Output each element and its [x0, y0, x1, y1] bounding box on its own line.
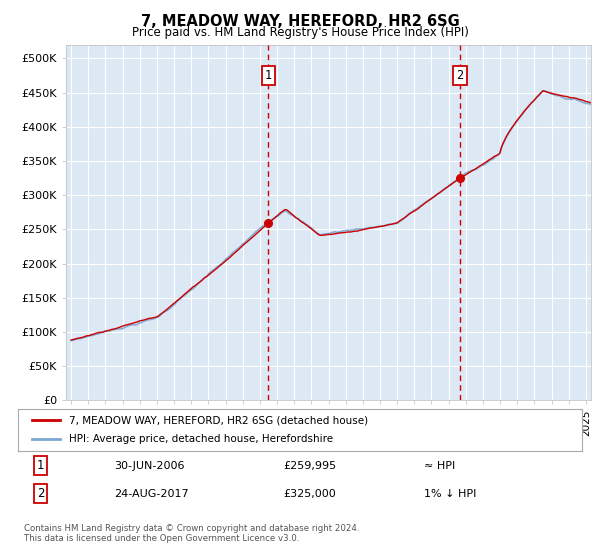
Text: Price paid vs. HM Land Registry's House Price Index (HPI): Price paid vs. HM Land Registry's House … [131, 26, 469, 39]
Text: HPI: Average price, detached house, Herefordshire: HPI: Average price, detached house, Here… [69, 435, 333, 445]
Text: Contains HM Land Registry data © Crown copyright and database right 2024.
This d: Contains HM Land Registry data © Crown c… [24, 524, 359, 543]
Text: 2: 2 [456, 69, 463, 82]
Text: 30-JUN-2006: 30-JUN-2006 [114, 461, 184, 471]
Text: ≈ HPI: ≈ HPI [424, 461, 455, 471]
Text: 7, MEADOW WAY, HEREFORD, HR2 6SG: 7, MEADOW WAY, HEREFORD, HR2 6SG [140, 14, 460, 29]
Text: £259,995: £259,995 [283, 461, 336, 471]
Text: 2: 2 [37, 487, 44, 501]
Text: 7, MEADOW WAY, HEREFORD, HR2 6SG (detached house): 7, MEADOW WAY, HEREFORD, HR2 6SG (detach… [69, 415, 368, 425]
Text: 1: 1 [37, 459, 44, 473]
Text: 1: 1 [265, 69, 272, 82]
Text: 1% ↓ HPI: 1% ↓ HPI [424, 489, 476, 499]
Text: 24-AUG-2017: 24-AUG-2017 [114, 489, 188, 499]
Text: £325,000: £325,000 [283, 489, 336, 499]
